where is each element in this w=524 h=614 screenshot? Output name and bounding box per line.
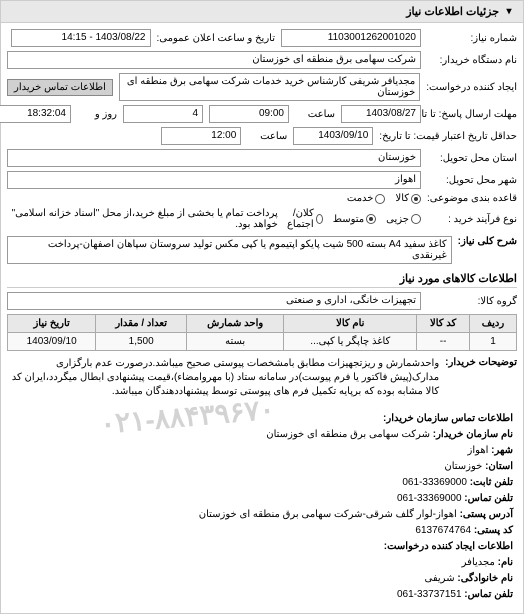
radio-label: کلان/اجتماع bbox=[284, 208, 314, 230]
description-label: شرح کلی نیاز: bbox=[458, 236, 517, 264]
request-number-label: شماره نیاز: bbox=[427, 33, 517, 44]
radio-label: کالا bbox=[395, 193, 409, 204]
radio-icon bbox=[411, 194, 421, 204]
contact-info-block: اطلاعات تماس سازمان خریدار: نام سازمان خ… bbox=[7, 407, 517, 607]
radio-icon bbox=[366, 214, 376, 224]
buyer-org-field: شرکت سهامی برق منطقه ای خوزستان bbox=[7, 51, 421, 69]
lastname-value: شریفی bbox=[425, 573, 455, 584]
delivery-terms-label: قاعده بندی موضوعی: bbox=[427, 193, 517, 204]
header-title: جزئیات اطلاعات نیاز bbox=[406, 5, 499, 18]
public-date-field: 1403/08/22 - 14:15 bbox=[11, 29, 151, 47]
table-row[interactable]: 1 -- کاغذ چاپگر یا کپی... بسته 1,500 140… bbox=[8, 333, 517, 351]
province-info-label: استان: bbox=[485, 461, 513, 472]
td-row: 1 bbox=[470, 333, 517, 351]
th-row: ردیف bbox=[470, 315, 517, 333]
org-value: شرکت سهامی برق منطقه ای خوزستان bbox=[266, 429, 430, 440]
radio-icon bbox=[316, 214, 323, 224]
deadline-time-label: ساعت bbox=[295, 109, 335, 120]
requester-label: ایجاد کننده درخواست: bbox=[426, 82, 517, 93]
province-label: استان محل تحویل: bbox=[427, 153, 517, 164]
contact-phone-label: تلفن تماس: bbox=[464, 589, 513, 600]
radio-item-minor[interactable]: جزیی bbox=[386, 214, 421, 225]
radio-label: متوسط bbox=[333, 214, 364, 225]
purchase-type-label: نوع فرآیند خرید : bbox=[427, 214, 517, 225]
th-qty: تعداد / مقدار bbox=[96, 315, 187, 333]
name-value: مجدیافر bbox=[462, 557, 495, 568]
radio-item-medium[interactable]: متوسط bbox=[333, 214, 376, 225]
radio-item-major[interactable]: کلان/اجتماع bbox=[284, 208, 323, 230]
explanation-label: توضیحات خریدار: bbox=[445, 357, 517, 399]
province-field: خوزستان bbox=[7, 149, 421, 167]
validity-time-label: ساعت bbox=[247, 131, 287, 142]
td-unit: بسته bbox=[187, 333, 284, 351]
city-field: اهواز bbox=[7, 171, 421, 189]
purchase-radio-group: جزیی متوسط کلان/اجتماع bbox=[284, 208, 421, 230]
radio-item-service[interactable]: خدمت bbox=[347, 193, 386, 204]
radio-label: خدمت bbox=[347, 193, 374, 204]
request-number-field: 1103001262001020 bbox=[281, 29, 421, 47]
city-label: شهر محل تحویل: bbox=[427, 175, 517, 186]
province-info-value: خوزستان bbox=[444, 461, 482, 472]
deadline-label: مهلت ارسال پاسخ: تا تاریخ: bbox=[427, 109, 517, 120]
public-date-label: تاریخ و ساعت اعلان عمومی: bbox=[157, 33, 276, 44]
radio-item-goods[interactable]: کالا bbox=[395, 193, 421, 204]
th-unit: واحد شمارش bbox=[187, 315, 284, 333]
phone-value: 33369000-061 bbox=[402, 477, 467, 488]
city-info-label: شهر: bbox=[491, 445, 513, 456]
contact-info-button[interactable]: اطلاعات تماس خریدار bbox=[7, 79, 113, 96]
goods-group-field: تجهیزات خانگی، اداری و صنعتی bbox=[7, 292, 421, 310]
deadline-date-field: 1403/08/27 bbox=[341, 105, 421, 123]
org-label: نام سازمان خریدار: bbox=[433, 429, 513, 440]
requester-field: مجدیافر شریفی کارشناس خرید خدمات شرکت سه… bbox=[119, 73, 420, 101]
radio-icon bbox=[375, 194, 385, 204]
table-header-row: ردیف کد کالا نام کالا واحد شمارش تعداد /… bbox=[8, 315, 517, 333]
radio-label: جزیی bbox=[386, 214, 409, 225]
address-label: آدرس پستی: bbox=[460, 509, 513, 520]
th-name: نام کالا bbox=[284, 315, 417, 333]
remain-days-label: روز و bbox=[77, 109, 117, 120]
contact-phone-value: 33737151-061 bbox=[397, 589, 462, 600]
creator-title: اطلاعات ایجاد کننده درخواست: bbox=[11, 539, 513, 555]
panel-header: ▾ جزئیات اطلاعات نیاز bbox=[1, 1, 523, 23]
goods-section-title: اطلاعات کالاهای مورد نیاز bbox=[7, 272, 517, 288]
validity-date-field: 1403/09/10 bbox=[293, 127, 373, 145]
remain-days-field: 4 bbox=[123, 105, 203, 123]
fax-label: تلفن تماس: bbox=[464, 493, 513, 504]
contact-title: اطلاعات تماس سازمان خریدار: bbox=[11, 411, 513, 427]
radio-icon bbox=[411, 214, 421, 224]
payment-note: پرداخت تمام یا بخشی از مبلغ خرید،از محل … bbox=[7, 208, 278, 230]
th-date: تاریخ نیاز bbox=[8, 315, 96, 333]
phone-label: تلفن ثابت: bbox=[470, 477, 513, 488]
collapse-icon[interactable]: ▾ bbox=[503, 6, 515, 18]
fax-value: 33369000-061 bbox=[397, 493, 462, 504]
td-date: 1403/09/10 bbox=[8, 333, 96, 351]
validity-label: حداقل تاریخ اعتبار قیمت: تا تاریخ: bbox=[379, 131, 517, 142]
td-qty: 1,500 bbox=[96, 333, 187, 351]
delivery-radio-group: کالا خدمت bbox=[347, 193, 421, 204]
validity-time-field: 12:00 bbox=[161, 127, 241, 145]
remain-time-field: 18:32:04 bbox=[0, 105, 71, 123]
goods-table: ردیف کد کالا نام کالا واحد شمارش تعداد /… bbox=[7, 314, 517, 351]
buyer-org-label: نام دستگاه خریدار: bbox=[427, 55, 517, 66]
lastname-label: نام خانوادگی: bbox=[457, 573, 513, 584]
td-name: کاغذ چاپگر یا کپی... bbox=[284, 333, 417, 351]
goods-group-label: گروه کالا: bbox=[427, 296, 517, 307]
city-info-value: اهواز bbox=[468, 445, 489, 456]
explanation-text: واحدشمارش و ریزتجهیزات مطابق بامشخصات پی… bbox=[7, 357, 439, 399]
td-code: -- bbox=[417, 333, 470, 351]
postal-label: کد پستی: bbox=[474, 525, 513, 536]
name-label: نام: bbox=[498, 557, 513, 568]
postal-value: 6137674764 bbox=[415, 525, 471, 536]
th-code: کد کالا bbox=[417, 315, 470, 333]
deadline-time-field: 09:00 bbox=[209, 105, 289, 123]
description-field: کاغذ سفید A4 بسته 500 شیت پایکو اپتیموم … bbox=[7, 236, 452, 264]
address-value: اهواز-لوار گلف شرقی-شرکت سهامی برق منطقه… bbox=[199, 509, 457, 520]
